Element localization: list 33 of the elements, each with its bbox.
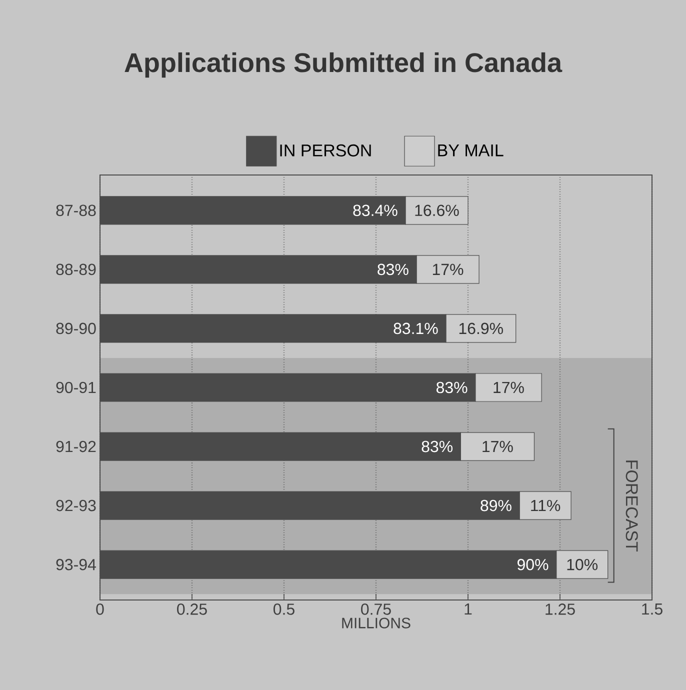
x-tick-label: 1.5 bbox=[642, 604, 662, 615]
legend-label: BY MAIL bbox=[438, 144, 504, 156]
annotation: 90% bbox=[518, 558, 548, 570]
x-axis-title: MILLIONS bbox=[342, 618, 410, 628]
x-tick-label: 0.5 bbox=[274, 604, 294, 615]
annotation: 89% bbox=[480, 500, 512, 512]
x-tick-label: 1 bbox=[464, 604, 472, 615]
y-tick-label: 88-89 bbox=[56, 264, 96, 276]
chart-title: Applications Submitted in Canada bbox=[124, 52, 562, 78]
annotation: 17% bbox=[432, 264, 464, 276]
annotation: 16.6% bbox=[415, 204, 459, 216]
annotation: 17% bbox=[494, 382, 524, 394]
y-tick-label: 90-91 bbox=[56, 382, 96, 394]
x-tick-label: 0 bbox=[96, 604, 104, 615]
annotation: FORECAST bbox=[626, 460, 638, 552]
x-tick-label: 0.25 bbox=[177, 604, 207, 615]
annotation: 83.4% bbox=[353, 204, 398, 216]
y-tick-label: 87-88 bbox=[56, 204, 96, 216]
y-tick-label: 92-93 bbox=[56, 500, 96, 512]
annotation: 11% bbox=[531, 500, 560, 512]
y-tick-label: 91-92 bbox=[56, 440, 96, 452]
x-tick-label: 1.25 bbox=[546, 604, 575, 615]
annotation: 83% bbox=[422, 440, 453, 452]
x-tick-label: 0.75 bbox=[361, 604, 391, 615]
annotation: 16.9% bbox=[459, 322, 503, 334]
annotation: 83% bbox=[436, 382, 468, 394]
legend-label: IN PERSON bbox=[280, 144, 371, 156]
y-tick-label: 93-94 bbox=[56, 558, 96, 570]
annotation: 10% bbox=[567, 558, 598, 570]
annotation: 83% bbox=[378, 264, 408, 276]
annotation: 83.1% bbox=[394, 322, 438, 334]
annotation: 17% bbox=[482, 440, 513, 452]
y-tick-label: 89-90 bbox=[56, 322, 96, 334]
